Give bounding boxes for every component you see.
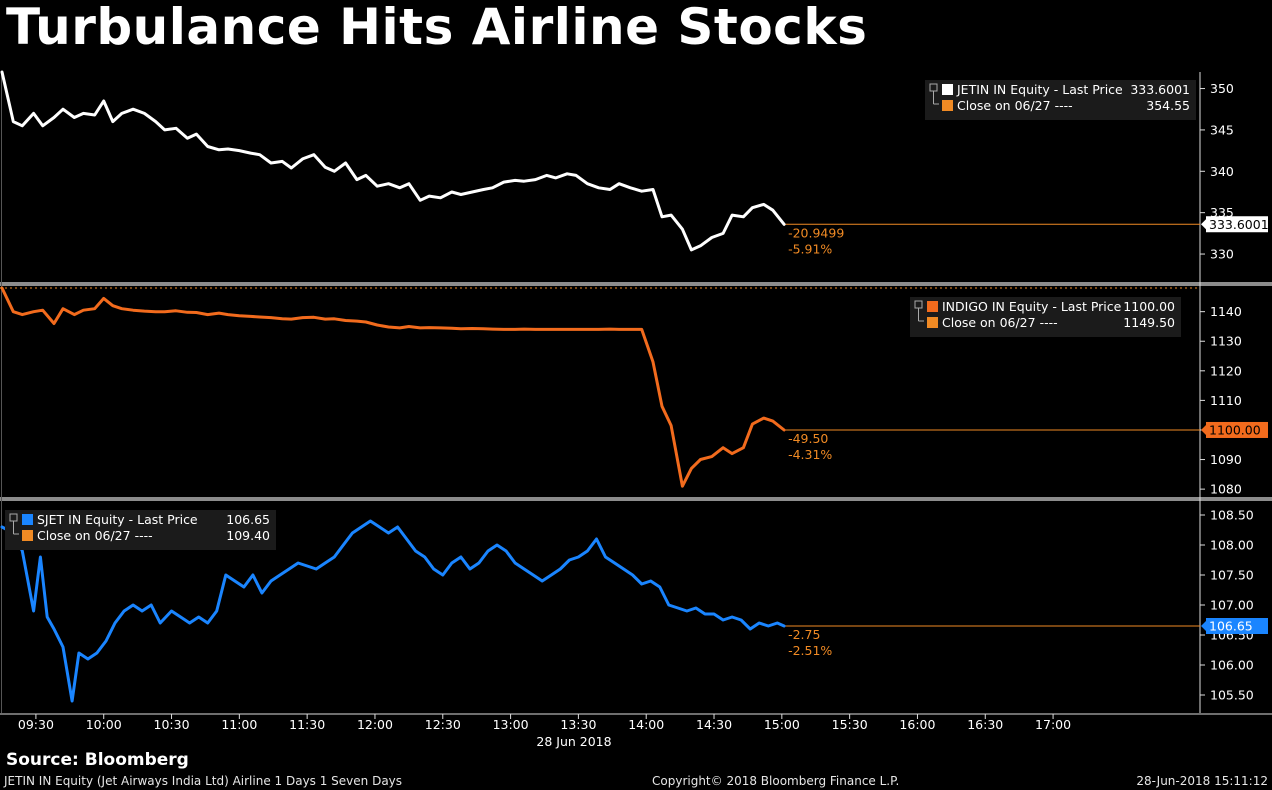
- jetin-y-tick-label: 340: [1210, 164, 1234, 179]
- sjet-legend-swatch-close: [22, 530, 33, 541]
- jetin-legend-swatch-price: [942, 84, 953, 95]
- x-tick-label-1030: 10:30: [154, 717, 190, 732]
- sjet-legend-close-value: 109.40: [226, 528, 270, 543]
- sjet-change-pct: -2.51%: [788, 643, 832, 658]
- indigo-last-price-badge-text: 1100.00: [1209, 422, 1261, 437]
- jetin-y-tick-label: 330: [1210, 247, 1234, 262]
- footer-security-description: JETIN IN Equity (Jet Airways India Ltd) …: [4, 774, 403, 788]
- jetin-last-price-badge-pointer: [1201, 219, 1206, 230]
- x-tick-label-1430: 14:30: [696, 717, 732, 732]
- x-tick-label-1330: 13:30: [560, 717, 596, 732]
- sjet-y-tick-label: 108.50: [1210, 508, 1254, 523]
- indigo-legend-close-label: Close on 06/27 ----: [942, 315, 1058, 330]
- sjet-y-tick-label: 107.00: [1210, 598, 1254, 613]
- indigo-y-tick-label: 1140: [1210, 304, 1242, 319]
- sjet-legend-swatch-price: [22, 514, 33, 525]
- indigo-legend-swatch-close: [927, 317, 938, 328]
- x-tick-label-1400: 14:00: [628, 717, 664, 732]
- indigo-y-tick-label: 1130: [1210, 334, 1242, 349]
- jetin-last-price-badge-text: 333.6001: [1209, 217, 1269, 232]
- x-tick-label-1500: 15:00: [764, 717, 800, 732]
- footer-copyright: Copyright© 2018 Bloomberg Finance L.P.: [652, 774, 900, 788]
- sjet-y-tick-label: 107.50: [1210, 568, 1254, 583]
- sjet-legend-price-label: SJET IN Equity - Last Price: [37, 512, 198, 527]
- x-tick-label-1000: 10:00: [86, 717, 122, 732]
- indigo-legend-swatch-price: [927, 301, 938, 312]
- jetin-change-value: -20.9499: [788, 225, 844, 240]
- indigo-legend-price-label: INDIGO IN Equity - Last Price: [942, 299, 1122, 314]
- jetin-legend-close-label: Close on 06/27 ----: [957, 98, 1073, 113]
- indigo-change-pct: -4.31%: [788, 447, 832, 462]
- jetin-legend-close-value: 354.55: [1146, 98, 1190, 113]
- jetin-legend-price-label: JETIN IN Equity - Last Price: [956, 82, 1123, 97]
- jetin-legend-swatch-close: [942, 100, 953, 111]
- sjet-legend-price-value: 106.65: [226, 512, 270, 527]
- indigo-legend-close-value: 1149.50: [1123, 315, 1175, 330]
- indigo-last-price-badge: [1206, 421, 1268, 438]
- chart-title: Turbulance Hits Airline Stocks: [6, 0, 868, 56]
- indigo-y-tick-label: 1110: [1210, 393, 1242, 408]
- indigo-last-price-badge-pointer: [1201, 424, 1206, 435]
- sjet-legend-close-label: Close on 06/27 ----: [37, 528, 153, 543]
- sjet-change-value: -2.75: [788, 627, 820, 642]
- jetin-price-line: [0, 70, 786, 252]
- sjet-y-tick-label: 108.00: [1210, 538, 1254, 553]
- jetin-legend-box: [925, 80, 1196, 120]
- sjet-last-price-badge-text: 106.65: [1209, 619, 1253, 634]
- x-tick-label-1700: 17:00: [1035, 717, 1071, 732]
- x-date-label: 28 Jun 2018: [536, 734, 611, 749]
- x-tick-label-1600: 16:00: [899, 717, 935, 732]
- indigo-legend-box: [910, 297, 1181, 337]
- x-tick-label-1630: 16:30: [967, 717, 1003, 732]
- sjet-last-price-badge: [1206, 618, 1268, 634]
- indigo-y-tick-label: 1090: [1210, 452, 1242, 467]
- x-tick-label-0930: 09:30: [18, 717, 54, 732]
- sjet-price-line: [0, 519, 786, 703]
- indigo-price-line: [0, 286, 786, 488]
- jetin-y-tick-label: 350: [1210, 81, 1234, 96]
- x-tick-label-1100: 11:00: [221, 717, 257, 732]
- sjet-legend-box: [5, 510, 276, 550]
- x-tick-label-1230: 12:30: [425, 717, 461, 732]
- source-label: Source: Bloomberg: [6, 750, 189, 770]
- jetin-legend-price-value: 333.6001: [1130, 82, 1190, 97]
- jetin-y-tick-label: 345: [1210, 122, 1234, 137]
- indigo-legend-price-value: 1100.00: [1123, 299, 1175, 314]
- sjet-last-price-badge-pointer: [1201, 621, 1206, 631]
- jetin-last-price-badge: [1206, 216, 1268, 233]
- indigo-y-tick-label: 1080: [1210, 482, 1242, 497]
- indigo-y-tick-label: 1120: [1210, 363, 1242, 378]
- x-tick-label-1200: 12:00: [357, 717, 393, 732]
- footer-timestamp: 28-Jun-2018 15:11:12: [1136, 774, 1268, 788]
- x-tick-label-1130: 11:30: [289, 717, 325, 732]
- sjet-y-tick-label: 106.00: [1210, 658, 1254, 673]
- sjet-y-tick-label: 105.50: [1210, 688, 1254, 703]
- jetin-change-pct: -5.91%: [788, 241, 832, 256]
- panel-separator: [0, 282, 1272, 286]
- x-tick-label-1530: 15:30: [832, 717, 868, 732]
- indigo-change-value: -49.50: [788, 431, 828, 446]
- panel-separator: [0, 497, 1272, 501]
- x-tick-label-1300: 13:00: [493, 717, 529, 732]
